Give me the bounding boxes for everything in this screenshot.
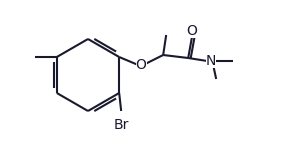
Text: O: O: [187, 24, 198, 38]
Text: N: N: [206, 54, 217, 68]
Text: Br: Br: [114, 118, 129, 132]
Text: O: O: [136, 58, 147, 72]
